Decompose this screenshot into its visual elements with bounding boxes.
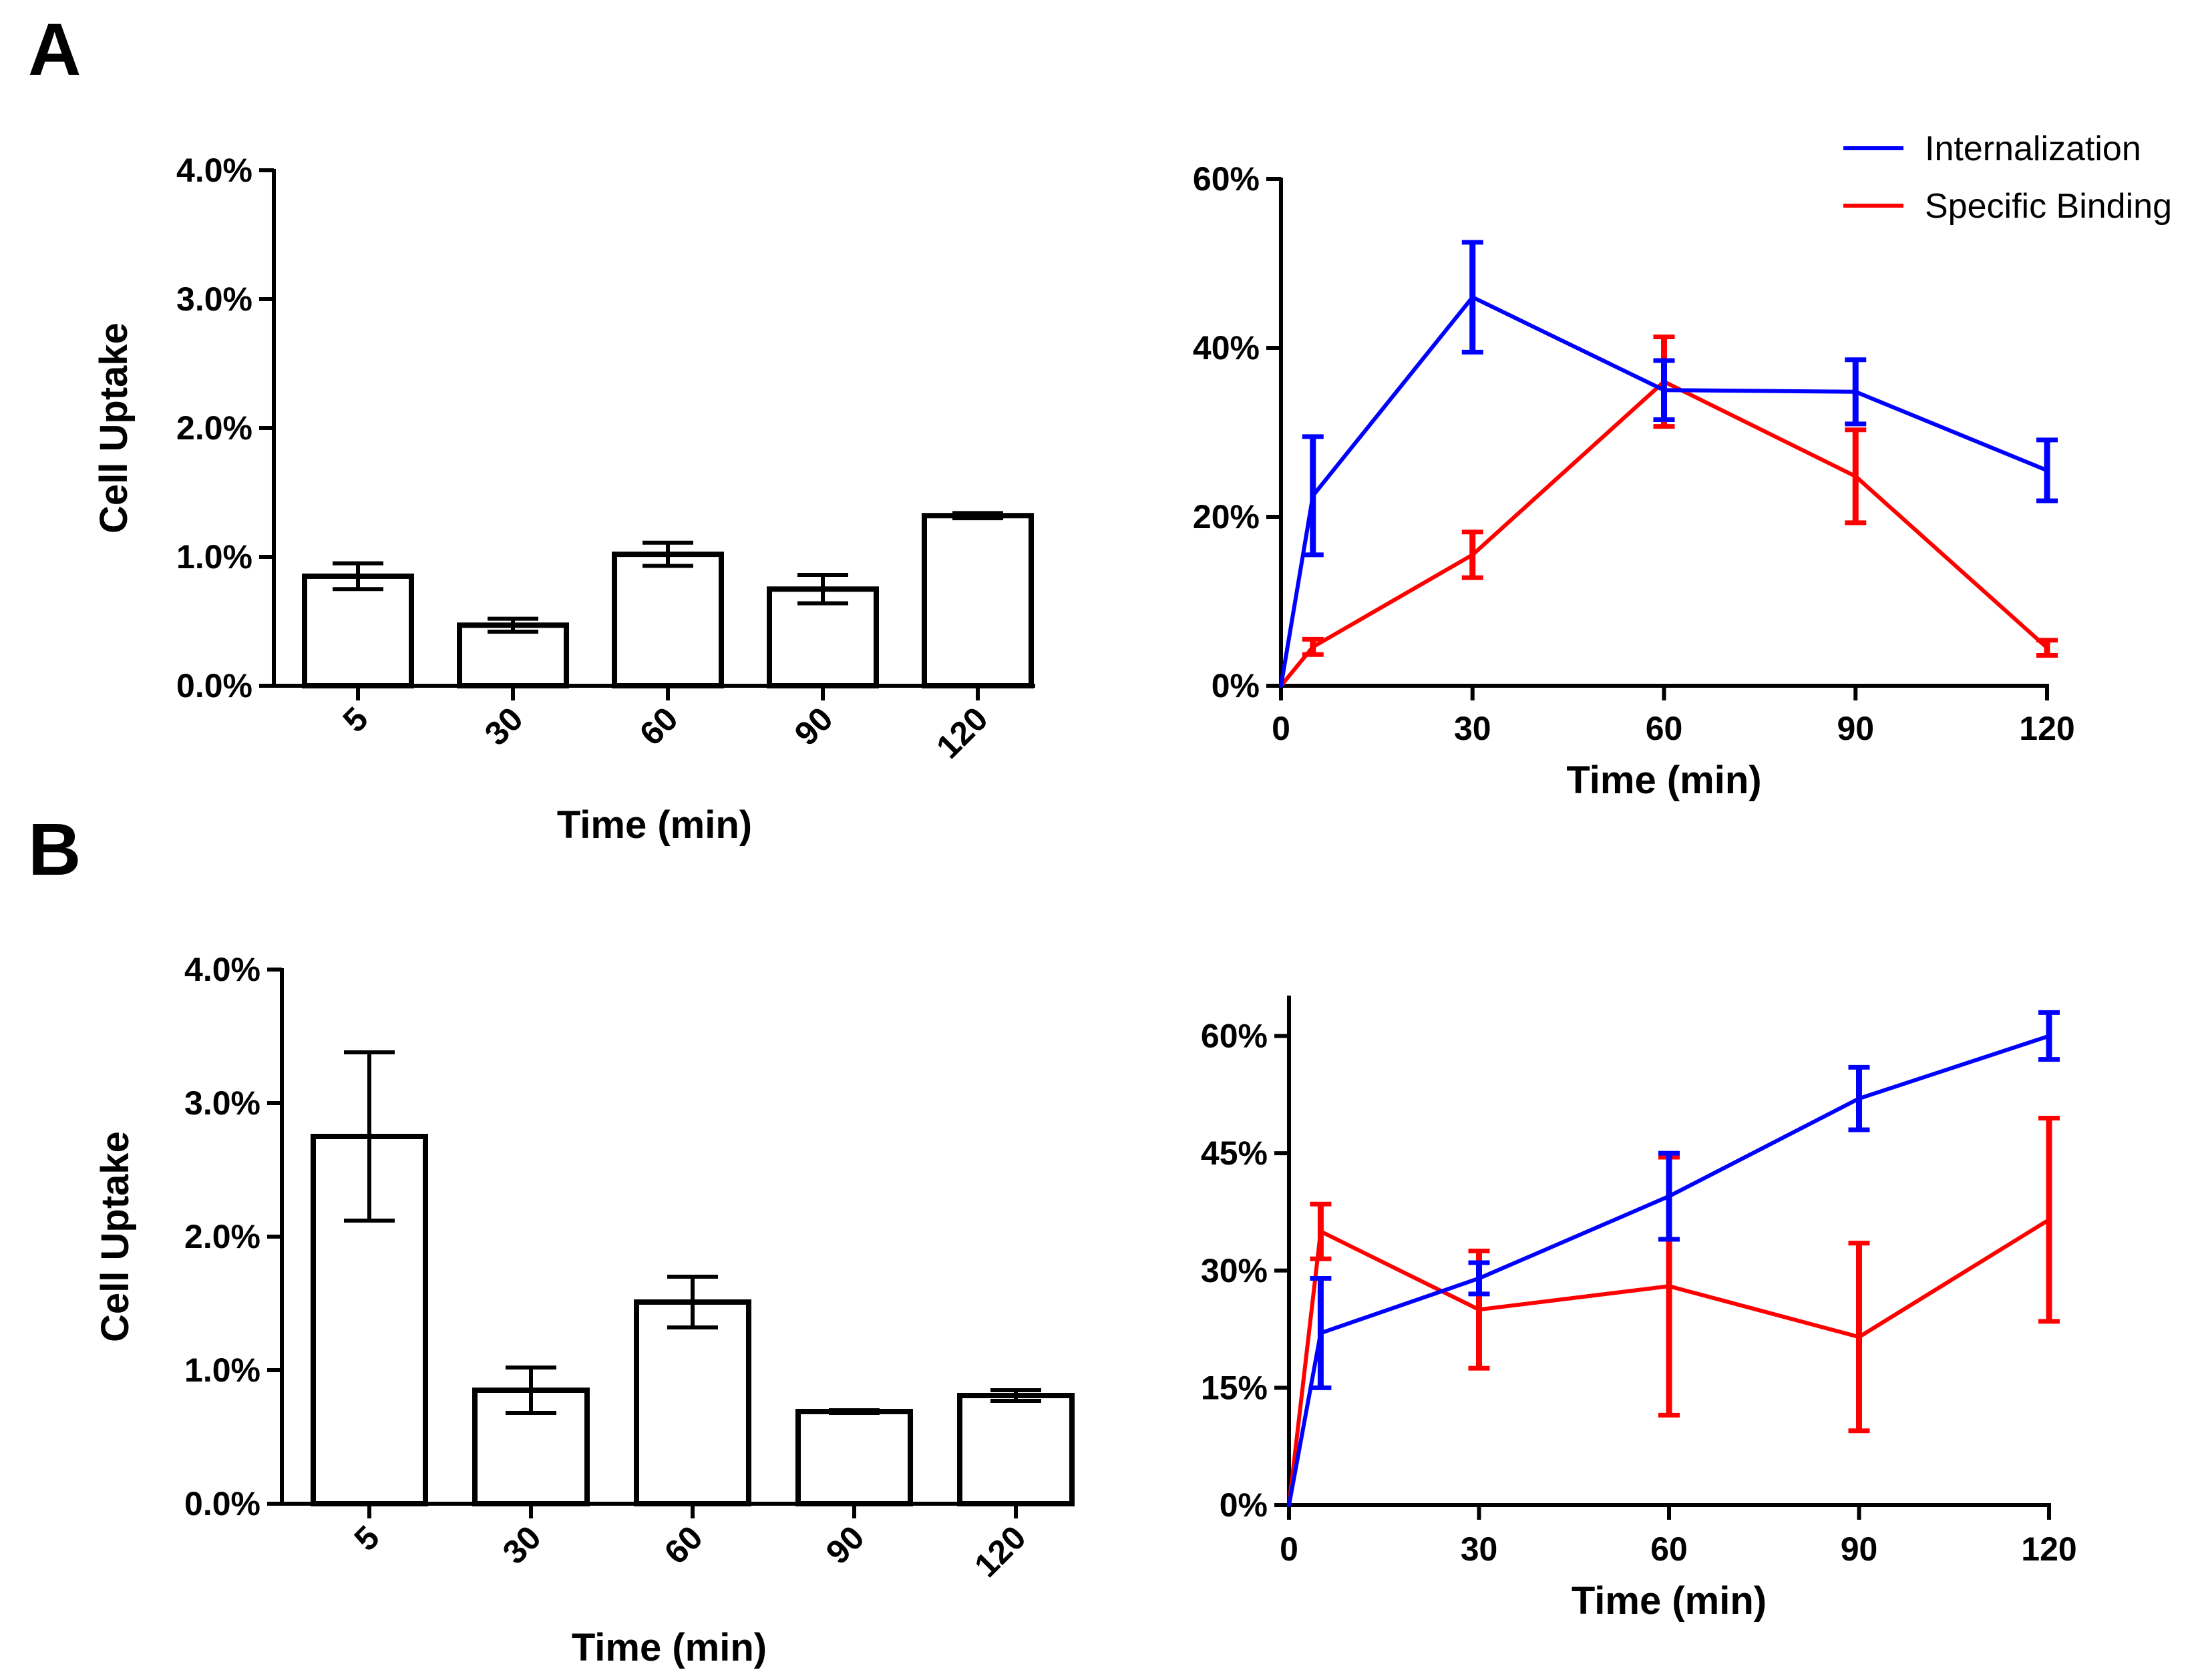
- chart-a-line: 0% 20% 40% 60% 0 30 60 90 120 Time (min): [1193, 160, 2075, 802]
- b-bar-bar: [795, 1409, 913, 1506]
- legend-label-specific-binding: Specific Binding: [1925, 187, 2172, 226]
- chart-b-line: 0% 15% 30% 45% 60% 0 30 60 90 120 Time (min): [1201, 996, 2077, 1623]
- b-bar-y-axis-title: Cell Uptake: [94, 1131, 137, 1342]
- b-line-y-tick-label: 45%: [1201, 1134, 1268, 1172]
- b-line-x-tick-label: 60: [1650, 1530, 1688, 1568]
- b-line-y-tick-label: 0%: [1220, 1486, 1268, 1524]
- b-line-x-axis-title: Time (min): [1572, 1579, 1767, 1623]
- b-line-internalization-line: [1287, 1034, 2050, 1506]
- a-bar-y-tick-label: 2.0%: [176, 409, 252, 447]
- a-line-x-axis-title: Time (min): [1566, 759, 1761, 802]
- a-bar-y-tick-label: 0.0%: [176, 667, 252, 704]
- a-line-x-tick-label: 120: [2019, 710, 2074, 747]
- a-bar-bar: [612, 552, 724, 689]
- legend: Internalization Specific Binding: [1843, 130, 2172, 226]
- b-bar-y-tick-label: 1.0%: [184, 1351, 260, 1389]
- a-line-y-tick-label: 0%: [1212, 667, 1260, 704]
- a-bar-y-tick-label: 1.0%: [176, 538, 252, 576]
- b-bar-y-tick-label: 2.0%: [184, 1218, 260, 1255]
- legend-label-internalization: Internalization: [1925, 130, 2141, 168]
- a-line-x-tick-label: 30: [1454, 710, 1491, 747]
- b-bar-y-tick-label: 3.0%: [184, 1084, 260, 1122]
- b-bar-y-tick-label: 0.0%: [184, 1485, 260, 1522]
- b-line-x-tick-label: 30: [1461, 1530, 1498, 1568]
- b-bar-y-tick-label: 4.0%: [184, 951, 260, 988]
- b-line-internalization-point: [1287, 1503, 1291, 1507]
- panel-letter-b: B: [28, 809, 81, 891]
- a-bar-bar: [457, 622, 569, 688]
- a-line-y-tick-label: 40%: [1193, 329, 1260, 367]
- a-bar-x-axis-title: Time (min): [557, 803, 752, 847]
- a-line-x-tick-label: 90: [1837, 710, 1874, 747]
- b-line-y-tick-label: 60%: [1201, 1018, 1268, 1055]
- a-bar-bar: [922, 513, 1034, 688]
- b-line-y-tick-label: 15%: [1201, 1369, 1268, 1406]
- a-line-x-tick-label: 60: [1646, 710, 1683, 747]
- a-bar-y-tick-label: 3.0%: [176, 280, 252, 318]
- a-line-internalization-line: [1279, 295, 2048, 686]
- b-line-x-tick-label: 120: [2021, 1530, 2076, 1568]
- b-bar-bar: [634, 1299, 751, 1506]
- b-line-x-tick-label: 0: [1280, 1530, 1298, 1568]
- panel-letter-a: A: [28, 9, 81, 91]
- a-bar-bar: [302, 573, 414, 689]
- a-line-y-tick-label: 60%: [1193, 160, 1260, 198]
- a-line-internalization-point: [1279, 684, 1283, 688]
- b-line-x-tick-label: 90: [1841, 1530, 1878, 1568]
- a-line-x-tick-label: 0: [1272, 710, 1290, 747]
- a-bar-y-tick-label: 4.0%: [176, 152, 252, 189]
- b-line-y-tick-label: 30%: [1201, 1252, 1268, 1289]
- a-bar-y-axis-title: Cell Uptake: [92, 323, 136, 534]
- b-bar-x-axis-title: Time (min): [572, 1626, 767, 1669]
- b-bar-bar: [957, 1393, 1075, 1506]
- a-line-y-tick-label: 20%: [1193, 498, 1260, 536]
